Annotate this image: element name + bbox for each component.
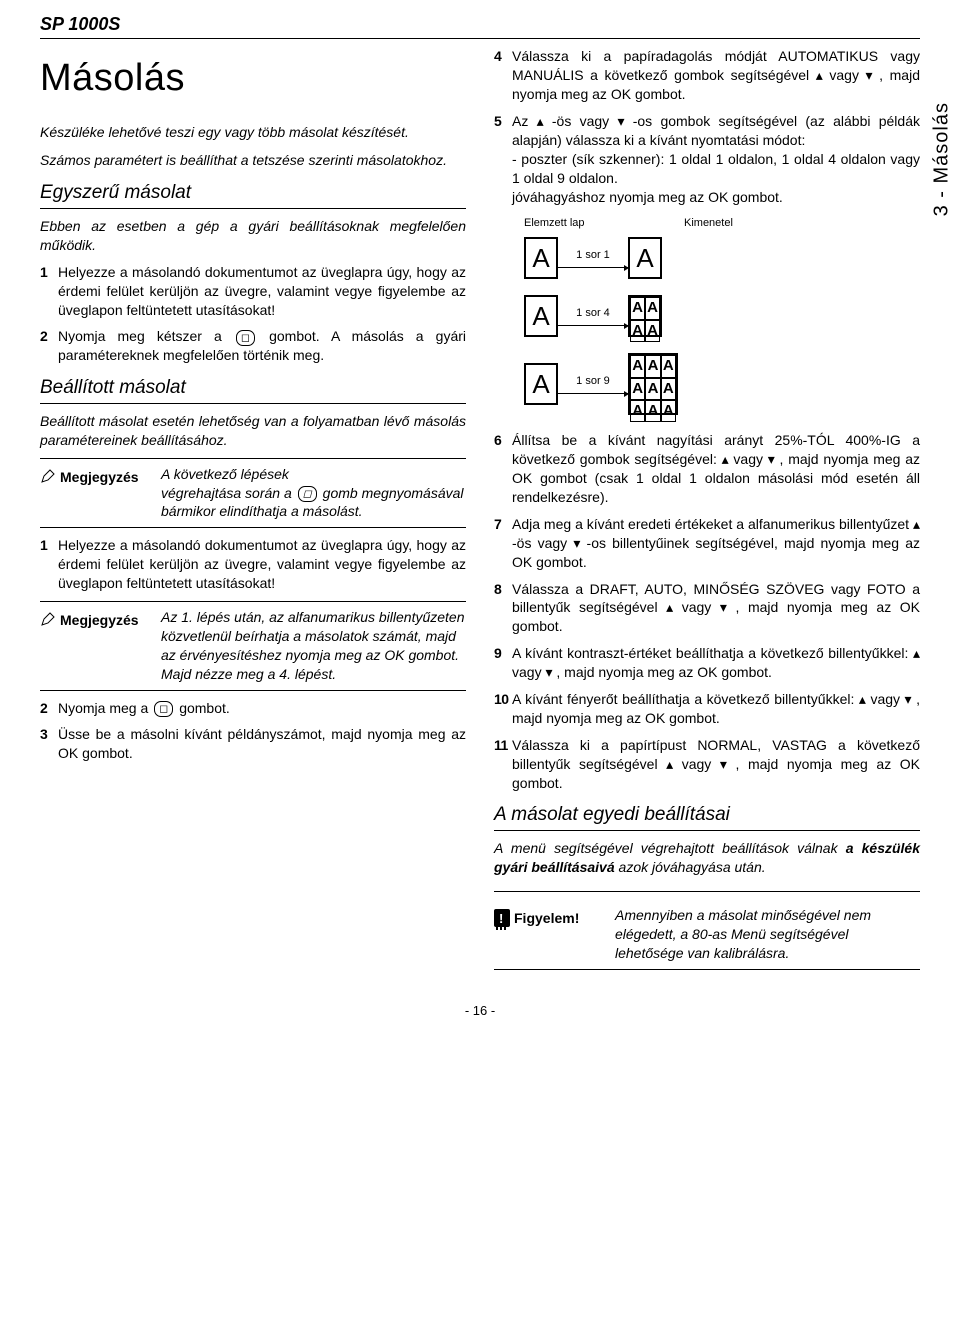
step-4: 4 Válassza ki a papíradagolás módját AUT…	[494, 47, 920, 104]
text-fragment: végrehajtása során a	[161, 485, 296, 501]
text-fragment: Nyomja meg a	[58, 700, 152, 716]
section2-text: Beállított másolat esetén lehetőség van …	[40, 412, 466, 450]
step-text: Nyomja meg kétszer a ◻ gombot. A másolás…	[58, 327, 466, 365]
input-page-icon: A	[524, 363, 558, 405]
pencil-icon	[40, 608, 60, 632]
input-page-icon: A	[524, 237, 558, 279]
step-text: Válassza ki a papírtípust NORMAL, VASTAG…	[512, 736, 920, 793]
step-7: 7 Adja meg a kívánt eredeti értékeket a …	[494, 515, 920, 572]
note-box-1: Megjegyzés A következő lépések végrehajt…	[40, 458, 466, 529]
step-number: 10	[494, 690, 512, 728]
step-6: 6 Állítsa be a kívánt nagyítási arányt 2…	[494, 431, 920, 507]
step-b2: 2 Nyomja meg a ◻ gombot.	[40, 699, 466, 718]
section-custom-settings: A másolat egyedi beállításai	[494, 802, 920, 831]
text-fragment: gombot.	[179, 700, 230, 716]
layout-diagram: Elemzett lap Kimenetel A 1 sor 1 A A 1 s…	[524, 216, 920, 415]
step-5: 5 Az ▴ -ös vagy ▾ -os gombok segítségéve…	[494, 112, 920, 206]
step-number: 7	[494, 515, 512, 572]
copy-button-icon: ◻	[298, 486, 317, 502]
diagram-header-output: Kimenetel	[684, 216, 784, 231]
section3-text: A menü segítségével végrehajtott beállít…	[494, 839, 920, 877]
step-10: 10 A kívánt fényerőt beállíthatja a köve…	[494, 690, 920, 728]
step-b1: 1 Helyezze a másolandó dokumentumot az ü…	[40, 536, 466, 593]
section-custom-copy: Beállított másolat	[40, 375, 466, 404]
left-column: Másolás Készüléke lehetővé teszi egy vag…	[40, 47, 466, 977]
section-simple-copy: Egyszerű másolat	[40, 180, 466, 209]
arrow-label: 1 sor 4	[576, 307, 610, 319]
note-box-2: Megjegyzés Az 1. lépés után, az alfanuma…	[40, 601, 466, 691]
step-text: Állítsa be a kívánt nagyítási arányt 25%…	[512, 431, 920, 507]
diagram-header-input: Elemzett lap	[524, 216, 624, 231]
step-number: 11	[494, 736, 512, 793]
copy-button-icon: ◻	[236, 330, 255, 346]
text-fragment: Nyomja meg kétszer a	[58, 328, 234, 344]
input-page-icon: A	[524, 295, 558, 337]
arrow-icon: 1 sor 1	[558, 248, 628, 268]
pencil-icon	[40, 465, 60, 489]
step-2: 2 Nyomja meg kétszer a ◻ gombot. A másol…	[40, 327, 466, 365]
note-text: Az 1. lépés után, az alfanumarikus bille…	[155, 608, 466, 684]
note-label: Megjegyzés	[60, 608, 155, 630]
note-label: Megjegyzés	[60, 465, 155, 487]
step-text: Adja meg a kívánt eredeti értékeket a al…	[512, 515, 920, 572]
step-9: 9 A kívánt kontraszt-értéket beállíthatj…	[494, 644, 920, 682]
output-page-icon: A	[628, 237, 662, 279]
warning-box: Figyelem! Amennyiben a másolat minőségév…	[494, 900, 920, 970]
step-text: A kívánt kontraszt-értéket beállíthatja …	[512, 644, 920, 682]
step-text: Az ▴ -ös vagy ▾ -os gombok segítségével …	[512, 112, 920, 206]
output-grid-2x2-icon: AA AA	[628, 295, 662, 337]
step-number: 1	[40, 536, 58, 593]
warning-text: Amennyiben a másolat minőségével nem elé…	[609, 906, 920, 963]
diagram-headers: Elemzett lap Kimenetel	[524, 216, 920, 231]
text-fragment: A menü segítségével végrehajtott beállít…	[494, 840, 846, 856]
diagram-row-3: A 1 sor 9 AAA AAA AAA	[524, 353, 920, 415]
warning-label: Figyelem!	[514, 906, 609, 928]
step-number: 5	[494, 112, 512, 206]
step-number: 9	[494, 644, 512, 682]
diagram-row-2: A 1 sor 4 AA AA	[524, 295, 920, 337]
warning-icon	[494, 906, 514, 932]
step-11: 11 Válassza ki a papírtípust NORMAL, VAS…	[494, 736, 920, 793]
intro-paragraph-2: Számos paramétert is beállíthat a tetszé…	[40, 151, 466, 170]
step-8: 8 Válassza a DRAFT, AUTO, MINŐSÉG SZÖVEG…	[494, 580, 920, 637]
arrow-icon: 1 sor 4	[558, 306, 628, 326]
step-number: 3	[40, 725, 58, 763]
step-text: A kívánt fényerőt beállíthatja a követke…	[512, 690, 920, 728]
arrow-label: 1 sor 9	[576, 375, 610, 387]
intro-paragraph-1: Készüléke lehetővé teszi egy vagy több m…	[40, 123, 466, 142]
step-number: 2	[40, 699, 58, 718]
side-tab-label: 3 - Másolás	[928, 102, 955, 216]
step-text: Válassza ki a papíradagolás módját AUTOM…	[512, 47, 920, 104]
step-number: 1	[40, 263, 58, 320]
step-text: Nyomja meg a ◻ gombot.	[58, 699, 466, 718]
step-b3: 3 Üsse be a másolni kívánt példányszámot…	[40, 725, 466, 763]
arrow-label: 1 sor 1	[576, 249, 610, 261]
text-fragment: A következő lépések	[161, 465, 466, 484]
note-text: A következő lépések végrehajtása során a…	[155, 465, 466, 522]
page-header: SP 1000S	[40, 12, 920, 39]
page-title: Másolás	[40, 53, 466, 104]
step-number: 6	[494, 431, 512, 507]
step-number: 8	[494, 580, 512, 637]
section1-text: Ebben az esetben a gép a gyári beállítás…	[40, 217, 466, 255]
step-text: Válassza a DRAFT, AUTO, MINŐSÉG SZÖVEG v…	[512, 580, 920, 637]
step-1: 1 Helyezze a másolandó dokumentumot az ü…	[40, 263, 466, 320]
text-fragment: azok jóváhagyása után.	[619, 859, 766, 875]
diagram-row-1: A 1 sor 1 A	[524, 237, 920, 279]
step-text: Üsse be a másolni kívánt példányszámot, …	[58, 725, 466, 763]
step-number: 4	[494, 47, 512, 104]
output-grid-3x3-icon: AAA AAA AAA	[628, 353, 678, 415]
step-text: Helyezze a másolandó dokumentumot az üve…	[58, 536, 466, 593]
two-column-layout: Másolás Készüléke lehetővé teszi egy vag…	[40, 47, 920, 977]
step-text: Helyezze a másolandó dokumentumot az üve…	[58, 263, 466, 320]
step-number: 2	[40, 327, 58, 365]
right-column: 4 Válassza ki a papíradagolás módját AUT…	[494, 47, 920, 977]
page-number: - 16 -	[40, 1002, 920, 1020]
arrow-icon: 1 sor 9	[558, 374, 628, 394]
copy-button-icon: ◻	[154, 701, 173, 717]
